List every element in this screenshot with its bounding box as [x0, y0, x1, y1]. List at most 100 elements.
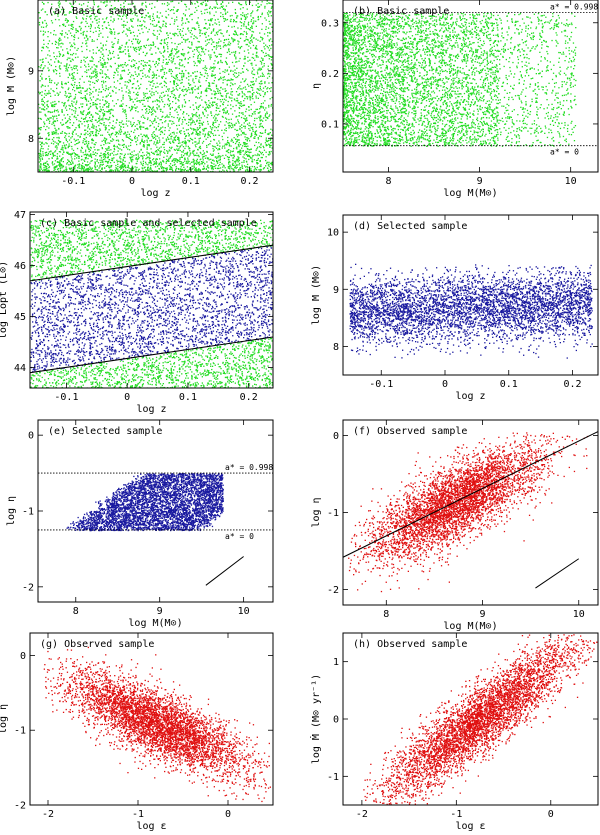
scatter-point — [233, 65, 235, 67]
scatter-point — [223, 17, 225, 20]
scatter-point — [159, 152, 161, 154]
scatter-point — [267, 87, 269, 89]
scatter-point — [122, 123, 124, 125]
scatter-point — [231, 94, 233, 96]
scatter-point — [68, 96, 70, 99]
scatter-point — [74, 78, 76, 80]
scatter-point — [145, 108, 147, 111]
scatter-point — [219, 53, 221, 55]
scatter-point — [181, 24, 183, 26]
scatter-point — [249, 59, 251, 61]
scatter-point — [238, 162, 241, 165]
scatter-point — [99, 159, 101, 161]
scatter-point — [235, 21, 238, 23]
scatter-point — [196, 119, 198, 122]
scatter-point — [108, 149, 110, 151]
scatter-point — [66, 109, 68, 111]
scatter-point — [257, 162, 259, 164]
scatter-point — [141, 140, 143, 142]
scatter-point — [95, 71, 97, 73]
scatter-point — [113, 154, 115, 156]
scatter-point — [240, 81, 242, 83]
scatter-point — [65, 138, 67, 140]
scatter-point — [257, 88, 260, 90]
scatter-point — [161, 170, 163, 172]
scatter-point — [46, 119, 48, 121]
scatter-point — [213, 163, 215, 165]
scatter-point — [197, 97, 199, 99]
scatter-point — [150, 151, 153, 153]
scatter-point — [90, 156, 93, 159]
scatter-point — [211, 145, 214, 147]
scatter-point — [102, 88, 105, 91]
scatter-point — [91, 118, 93, 121]
scatter-point — [253, 20, 255, 22]
scatter-point — [155, 158, 157, 160]
scatter-point — [51, 111, 53, 113]
scatter-point — [144, 95, 146, 97]
scatter-point — [238, 72, 240, 74]
scatter-point — [250, 81, 252, 83]
scatter-point — [99, 59, 101, 61]
scatter-point — [38, 111, 41, 113]
scatter-point — [163, 106, 165, 108]
scatter-point — [47, 93, 49, 95]
scatter-point — [104, 140, 106, 143]
scatter-point — [194, 85, 196, 87]
scatter-point — [125, 135, 127, 137]
scatter-point — [245, 1, 247, 3]
scatter-point — [82, 140, 84, 142]
scatter-point — [233, 75, 236, 77]
scatter-point — [67, 126, 69, 128]
scatter-point — [94, 68, 96, 70]
scatter-point — [168, 149, 170, 151]
scatter-point — [92, 49, 94, 51]
scatter-point — [265, 107, 267, 109]
scatter-point — [134, 129, 136, 131]
scatter-point — [226, 110, 229, 112]
scatter-point — [136, 48, 138, 50]
scatter-point — [139, 46, 141, 48]
scatter-point — [190, 122, 192, 124]
scatter-point — [128, 27, 130, 29]
scatter-point — [71, 100, 73, 102]
scatter-point — [85, 168, 87, 170]
scatter-point — [74, 81, 76, 84]
scatter-point — [109, 162, 112, 164]
scatter-point — [266, 162, 268, 165]
scatter-point — [169, 23, 171, 25]
scatter-point — [220, 59, 222, 62]
scatter-point — [122, 140, 125, 142]
scatter-point — [41, 73, 43, 75]
scatter-point — [179, 33, 181, 35]
scatter-point — [89, 75, 91, 77]
scatter-point — [197, 17, 199, 19]
scatter-point — [265, 137, 267, 139]
scatter-point — [127, 46, 129, 48]
scatter-point — [210, 127, 212, 129]
scatter-point — [96, 22, 98, 24]
scatter-point — [245, 14, 247, 16]
scatter-point — [71, 158, 73, 160]
scatter-point — [245, 151, 247, 153]
scatter-point — [96, 74, 98, 77]
scatter-point — [207, 0, 209, 2]
scatter-point — [270, 62, 272, 65]
scatter-point — [170, 138, 172, 140]
scatter-point — [175, 75, 177, 77]
scatter-point — [182, 88, 184, 91]
scatter-point — [206, 4, 208, 6]
scatter-point — [187, 139, 189, 141]
scatter-point — [122, 64, 124, 66]
scatter-point — [103, 59, 105, 61]
scatter-point — [248, 109, 250, 111]
scatter-point — [42, 148, 44, 150]
scatter-point — [46, 14, 48, 16]
scatter-point — [195, 141, 197, 143]
scatter-point — [161, 39, 163, 41]
scatter-point — [203, 167, 205, 169]
scatter-point — [263, 46, 265, 48]
scatter-point — [86, 93, 88, 95]
scatter-point — [102, 28, 104, 30]
scatter-point — [268, 39, 270, 41]
